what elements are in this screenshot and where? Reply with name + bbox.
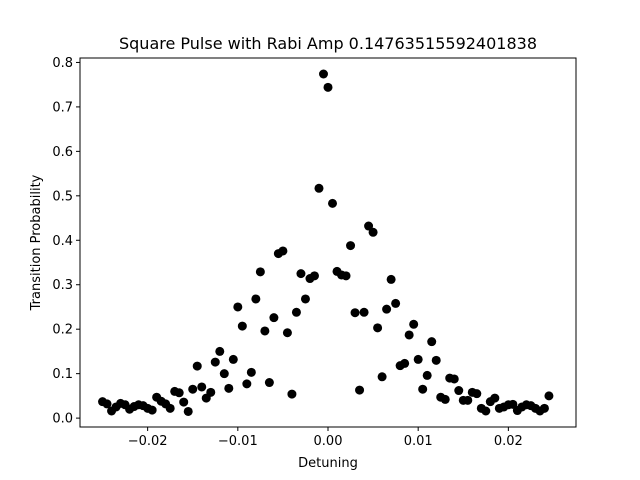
y-tick-label: 0.2 [52, 323, 73, 338]
y-tick-label: 0.4 [52, 234, 73, 249]
y-tick-label: 0.0 [52, 412, 73, 427]
data-point [413, 354, 423, 364]
data-point [508, 399, 518, 409]
y-tick-label: 0.5 [52, 189, 73, 204]
data-point [472, 389, 482, 399]
y-tick-label: 0.6 [52, 145, 73, 160]
data-point [314, 183, 324, 193]
x-tick-label: 0.02 [494, 434, 523, 449]
data-point [309, 271, 319, 281]
chart-title: Square Pulse with Rabi Amp 0.14763515592… [119, 34, 537, 53]
data-point [192, 361, 202, 371]
data-point [260, 326, 270, 336]
x-tick-label: −0.02 [128, 434, 168, 449]
y-tick-label: 0.3 [52, 278, 73, 293]
data-point [386, 274, 396, 284]
data-point [102, 399, 112, 409]
x-axis-ticks: −0.02 −0.01 0.00 0.01 0.02 [128, 427, 523, 449]
data-point [440, 394, 450, 404]
data-point [490, 393, 500, 403]
data-point [246, 367, 256, 377]
data-point [422, 370, 432, 380]
y-axis-ticks: 0.0 0.1 0.2 0.3 0.4 0.5 0.6 0.7 0.8 [52, 56, 80, 427]
x-axis-label: Detuning [298, 456, 358, 471]
data-point [174, 388, 184, 398]
data-point [188, 384, 198, 394]
data-point [228, 354, 238, 364]
data-point [382, 304, 392, 314]
data-point [323, 82, 333, 92]
data-point [210, 357, 220, 367]
data-point [255, 267, 265, 277]
data-point [544, 391, 554, 401]
data-point [481, 406, 491, 416]
data-point [282, 328, 292, 338]
data-point [350, 308, 360, 318]
data-point [346, 241, 356, 251]
data-point [264, 378, 274, 388]
y-tick-label: 0.7 [52, 100, 73, 115]
data-point [391, 298, 401, 308]
data-point [300, 294, 310, 304]
data-point [269, 313, 279, 323]
data-point [147, 405, 157, 415]
data-point [539, 403, 549, 413]
data-point [431, 355, 441, 365]
x-tick-label: −0.01 [218, 434, 258, 449]
data-point [355, 385, 365, 395]
data-point [359, 307, 369, 317]
data-point [224, 383, 234, 393]
data-point [251, 294, 261, 304]
data-point [318, 69, 328, 79]
data-point [197, 382, 207, 392]
data-point [328, 198, 338, 208]
data-point [206, 387, 216, 397]
data-point [427, 337, 437, 347]
data-point [377, 372, 387, 382]
x-tick-label: 0.00 [314, 434, 343, 449]
data-point [242, 379, 252, 389]
data-point [291, 307, 301, 317]
data-point [237, 321, 247, 331]
data-point [233, 302, 243, 312]
data-point [368, 227, 378, 237]
data-point [400, 358, 410, 368]
y-axis-label: Transition Probability [29, 174, 44, 311]
data-point [463, 395, 473, 405]
data-point [278, 246, 288, 256]
data-point [364, 221, 374, 231]
data-point [409, 319, 419, 329]
data-point [287, 389, 297, 399]
data-point [373, 323, 383, 333]
data-point [449, 374, 459, 384]
data-point [183, 406, 193, 416]
y-tick-label: 0.1 [52, 367, 73, 382]
data-point [179, 397, 189, 407]
data-point [165, 403, 175, 413]
data-points [98, 69, 554, 416]
data-point [404, 330, 414, 340]
y-tick-label: 0.8 [52, 56, 73, 71]
data-point [296, 269, 306, 279]
data-point [215, 346, 225, 356]
x-tick-label: 0.01 [404, 434, 433, 449]
data-point [341, 271, 351, 281]
data-point [418, 384, 428, 394]
data-point [219, 369, 229, 379]
data-point [454, 386, 464, 396]
